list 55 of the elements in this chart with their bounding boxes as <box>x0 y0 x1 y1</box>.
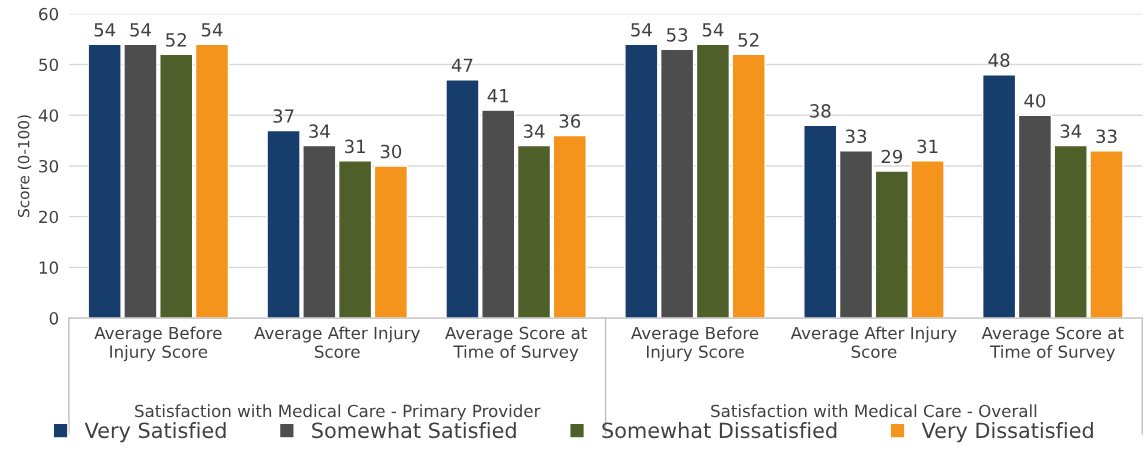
text: Satisfaction with Medical Care - Overall <box>711 404 1037 418</box>
text: Satisfaction with Medical Care - Primary Provider <box>135 404 541 421</box>
bar <box>373 165 409 319</box>
bar <box>1017 114 1053 319</box>
data-label: 53 <box>667 28 688 42</box>
data-label: 54 <box>94 23 116 37</box>
data-label: 33 <box>845 129 867 144</box>
data-label: 54 <box>130 23 151 37</box>
data-label: 33 <box>1096 129 1117 144</box>
bar <box>731 53 766 319</box>
legend-label: Very Dissatisfied <box>921 422 1093 443</box>
x-tick-label: Average Before Injury Score <box>94 326 222 362</box>
x-tick-label: Average After Injury Score <box>254 326 420 358</box>
bar <box>194 43 230 319</box>
bar <box>695 43 731 319</box>
bar <box>803 124 838 319</box>
x-tick-label: Average Score at Time of Survey <box>981 326 1124 362</box>
data-label: 31 <box>917 139 938 154</box>
y-axis-title: Score (0-100) <box>17 115 32 217</box>
data-label: 34 <box>1060 124 1082 139</box>
y-tick-label: 20 <box>39 210 59 224</box>
y-tick-label: 50 <box>39 58 59 72</box>
legend-label: Somewhat Dissatisfied <box>602 422 837 439</box>
data-label: 48 <box>988 53 1010 68</box>
data-label: 47 <box>451 58 473 72</box>
data-label: 52 <box>738 33 759 47</box>
data-label: 29 <box>881 149 903 164</box>
data-label: 34 <box>309 124 330 139</box>
x-tick-label: Average Before Injury Score <box>631 326 759 362</box>
y-tick-label: 0 <box>49 312 59 325</box>
bar <box>516 144 552 319</box>
data-label: 37 <box>273 109 294 123</box>
data-label: 54 <box>702 23 724 37</box>
data-label: 36 <box>559 114 581 128</box>
x-tick-label: Average After Injury Score <box>790 326 957 358</box>
data-label: 31 <box>345 139 365 154</box>
data-label: 40 <box>1024 93 1046 108</box>
data-label: 34 <box>523 124 545 139</box>
data-label: 38 <box>810 104 831 118</box>
y-tick-label: 60 <box>39 7 59 21</box>
y-tick-label: 40 <box>38 109 59 122</box>
legend-label: Very Satisfied <box>84 422 226 443</box>
data-label: 54 <box>201 23 223 37</box>
y-tick-label: 10 <box>39 261 59 274</box>
bar <box>337 160 373 319</box>
legend-label: Somewhat Satisfied <box>312 422 516 439</box>
data-label: 52 <box>166 33 186 47</box>
bar <box>838 150 874 319</box>
data-label: 41 <box>487 89 509 103</box>
y-tick-label: 30 <box>39 159 59 173</box>
bar <box>981 73 1017 319</box>
x-tick-label: Average Score at Time of Survey <box>445 326 587 362</box>
data-label: 30 <box>380 144 402 159</box>
bar <box>552 134 587 319</box>
data-label: 54 <box>631 23 652 37</box>
